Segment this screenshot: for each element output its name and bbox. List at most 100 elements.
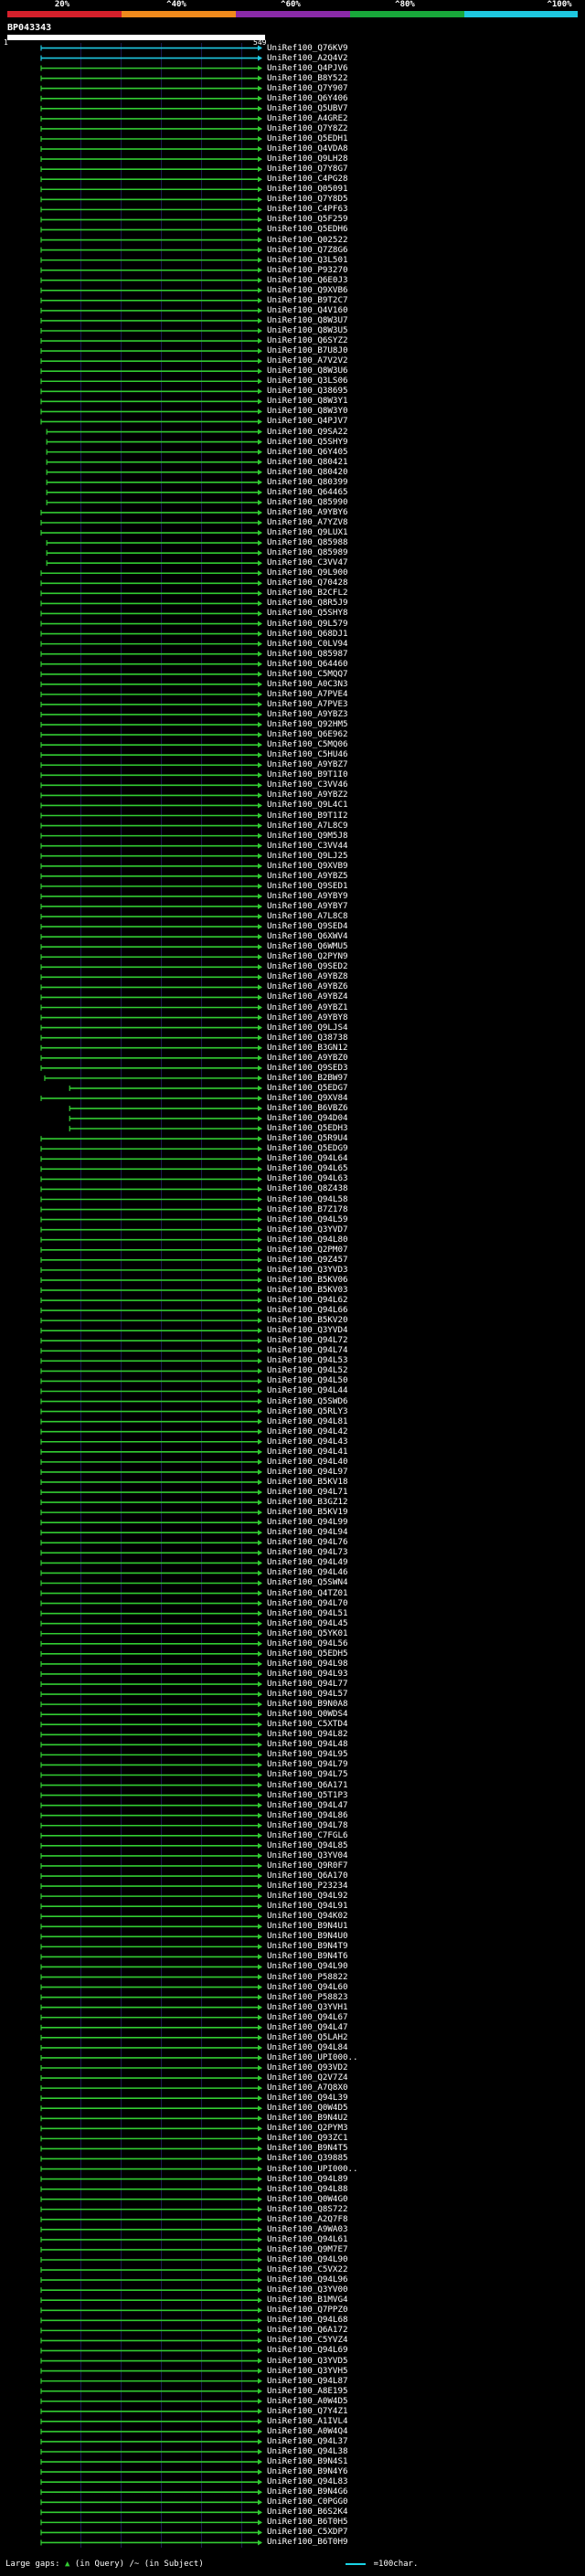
hit-label[interactable]: UniRef100_Q3YVD7: [267, 1224, 348, 1235]
hit-label[interactable]: UniRef100_C5HU46: [267, 749, 348, 760]
hit-row[interactable]: [40, 2327, 262, 2334]
hit-label[interactable]: UniRef100_P58823: [267, 1991, 348, 2002]
hit-label[interactable]: UniRef100_Q5F259: [267, 214, 348, 225]
hit-label[interactable]: UniRef100_Q8W3U7: [267, 314, 348, 325]
hit-label[interactable]: UniRef100_Q94L57: [267, 1689, 348, 1700]
hit-label[interactable]: UniRef100_Q7PPZ0: [267, 2305, 348, 2316]
hit-row[interactable]: [40, 1550, 262, 1556]
hit-row[interactable]: [40, 1530, 262, 1536]
hit-label[interactable]: UniRef100_Q9SED2: [267, 961, 348, 972]
hit-row[interactable]: [40, 1196, 262, 1203]
hit-row[interactable]: [40, 1438, 262, 1445]
hit-label[interactable]: UniRef100_Q2PYM3: [267, 2123, 348, 2134]
hit-row[interactable]: [40, 2398, 262, 2404]
hit-label[interactable]: UniRef100_Q6XWV4: [267, 931, 348, 942]
hit-row[interactable]: [40, 873, 262, 879]
hit-row[interactable]: [40, 1095, 262, 1101]
hit-label[interactable]: UniRef100_Q64465: [267, 486, 348, 497]
hit-label[interactable]: UniRef100_A2Q4V2: [267, 52, 348, 63]
hit-row[interactable]: [40, 1136, 262, 1142]
hit-label[interactable]: UniRef100_Q94L69: [267, 2345, 348, 2356]
hit-row[interactable]: [40, 2115, 262, 2122]
hit-row[interactable]: [40, 1236, 262, 1243]
hit-row[interactable]: [40, 2307, 262, 2314]
hit-label[interactable]: UniRef100_Q5RLY3: [267, 1405, 348, 1416]
hit-label[interactable]: UniRef100_Q80399: [267, 476, 348, 487]
hit-row[interactable]: [40, 2368, 262, 2374]
hit-label[interactable]: UniRef100_Q4PJV7: [267, 416, 348, 427]
hit-label[interactable]: UniRef100_Q7Y4Z1: [267, 2405, 348, 2416]
hit-label[interactable]: UniRef100_P58822: [267, 1971, 348, 1982]
hit-row[interactable]: [40, 207, 262, 213]
hit-row[interactable]: [40, 2509, 262, 2516]
hit-row[interactable]: [40, 2176, 262, 2182]
hit-label[interactable]: UniRef100_C0PGG0: [267, 2496, 348, 2507]
hit-label[interactable]: UniRef100_Q4VDA8: [267, 143, 348, 154]
hit-row[interactable]: [40, 641, 262, 647]
hit-row[interactable]: [40, 2529, 262, 2536]
hit-label[interactable]: UniRef100_A0W4Q4: [267, 2425, 348, 2436]
hit-row[interactable]: [40, 1034, 262, 1041]
hit-row[interactable]: [40, 2519, 262, 2526]
hit-label[interactable]: UniRef100_A7V2V2: [267, 355, 348, 366]
hit-row[interactable]: [40, 620, 262, 627]
hit-row[interactable]: [40, 984, 262, 991]
hit-label[interactable]: UniRef100_Q05091: [267, 184, 348, 195]
hit-label[interactable]: UniRef100_A9YBZ4: [267, 991, 348, 1002]
hit-row[interactable]: [40, 2348, 262, 2354]
hit-label[interactable]: UniRef100_A8E195: [267, 2385, 348, 2396]
hit-row[interactable]: [40, 2408, 262, 2414]
hit-row[interactable]: [40, 115, 262, 122]
hit-label[interactable]: UniRef100_Q94L43: [267, 1436, 348, 1447]
hit-label[interactable]: UniRef100_P93270: [267, 264, 348, 275]
hit-label[interactable]: UniRef100_Q2PM07: [267, 1244, 348, 1255]
hit-row[interactable]: [40, 2388, 262, 2394]
hit-row[interactable]: [40, 419, 262, 425]
hit-row[interactable]: [40, 1428, 262, 1435]
hit-label[interactable]: UniRef100_C5MQ06: [267, 739, 348, 750]
hit-row[interactable]: [40, 1044, 262, 1051]
hit-label[interactable]: UniRef100_Q3YVD5: [267, 2355, 348, 2366]
hit-row[interactable]: [40, 1408, 262, 1415]
hit-row[interactable]: [40, 166, 262, 173]
hit-row[interactable]: [46, 429, 262, 435]
hit-row[interactable]: [40, 782, 262, 789]
hit-label[interactable]: UniRef100_Q85990: [267, 496, 348, 507]
hit-row[interactable]: [40, 1338, 262, 1344]
hit-label[interactable]: UniRef100_Q94L87: [267, 2375, 348, 2386]
hit-row[interactable]: [40, 2489, 262, 2496]
hit-label[interactable]: UniRef100_A9YBZ2: [267, 790, 348, 800]
hit-label[interactable]: UniRef100_Q94L96: [267, 2274, 348, 2285]
hit-row[interactable]: [40, 1660, 262, 1667]
hit-row[interactable]: [40, 408, 262, 415]
hit-label[interactable]: UniRef100_B9N4U0: [267, 1931, 348, 1942]
hit-row[interactable]: [40, 2236, 262, 2242]
hit-label[interactable]: UniRef100_Q94L84: [267, 2041, 348, 2052]
hit-row[interactable]: [40, 1752, 262, 1758]
hit-row[interactable]: [40, 792, 262, 799]
hit-row[interactable]: [40, 1166, 262, 1172]
hit-row[interactable]: [40, 2226, 262, 2232]
hit-label[interactable]: UniRef100_Q9SED3: [267, 1062, 348, 1073]
hit-label[interactable]: UniRef100_Q9XV84: [267, 1092, 348, 1103]
hit-label[interactable]: UniRef100_Q94L90: [267, 2254, 348, 2264]
hit-label[interactable]: UniRef100_UPI000..: [267, 2051, 358, 2062]
hit-label[interactable]: UniRef100_Q39885: [267, 2153, 348, 2164]
hit-row[interactable]: [40, 2317, 262, 2324]
hit-row[interactable]: [40, 1024, 262, 1031]
hit-row[interactable]: [40, 1308, 262, 1314]
hit-label[interactable]: UniRef100_Q94L46: [267, 1567, 348, 1578]
hit-label[interactable]: UniRef100_Q3LS06: [267, 376, 348, 387]
hit-row[interactable]: [40, 2277, 262, 2284]
hit-row[interactable]: [40, 257, 262, 263]
hit-row[interactable]: [40, 1298, 262, 1304]
hit-row[interactable]: [40, 580, 262, 587]
hit-label[interactable]: UniRef100_Q9R0F7: [267, 1860, 348, 1871]
hit-label[interactable]: UniRef100_Q94D04: [267, 1113, 348, 1124]
hit-row[interactable]: [40, 1590, 262, 1596]
hit-label[interactable]: UniRef100_Q94L77: [267, 1679, 348, 1690]
hit-label[interactable]: UniRef100_C4PF63: [267, 204, 348, 215]
hit-row[interactable]: [40, 1893, 262, 1900]
hit-label[interactable]: UniRef100_Q9LUX1: [267, 527, 348, 538]
hit-label[interactable]: UniRef100_Q94L76: [267, 1537, 348, 1548]
